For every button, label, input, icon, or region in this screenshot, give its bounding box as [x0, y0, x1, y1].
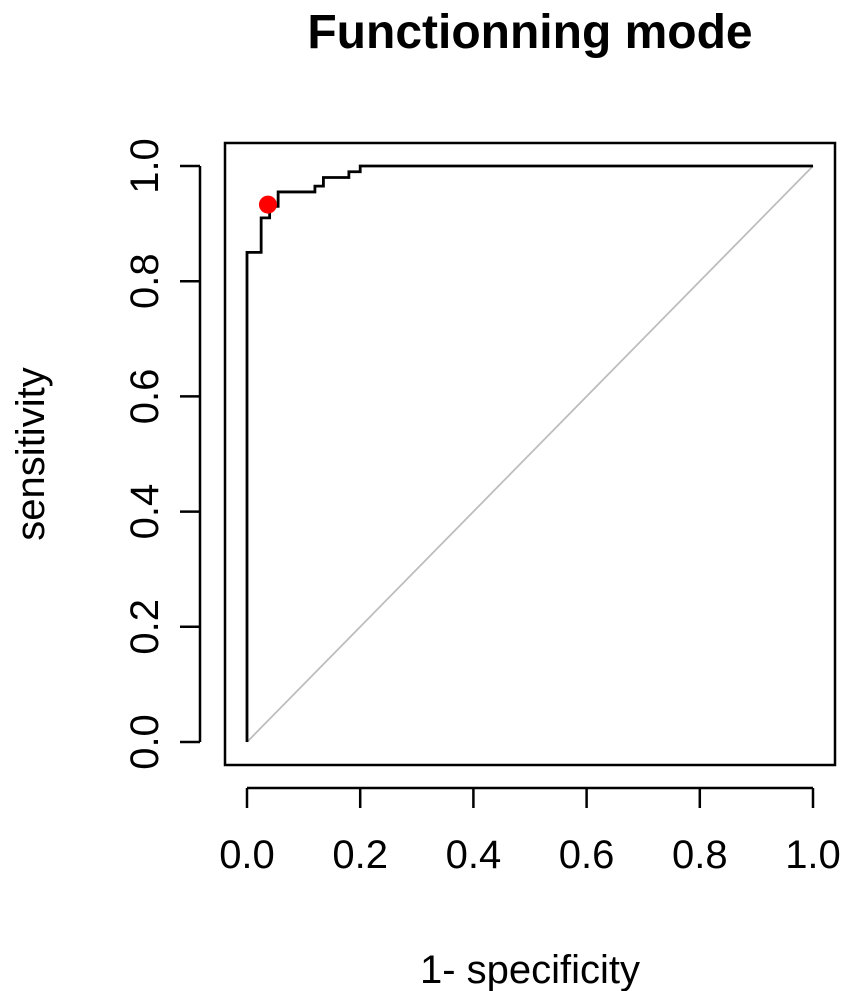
- y-tick-label: 0.6: [123, 369, 167, 425]
- x-axis: 0.0 0.2 0.4 0.6 0.8 1.0: [219, 786, 841, 877]
- x-tick-label: 0.4: [446, 833, 502, 877]
- series-layer: [245, 164, 814, 743]
- y-tick-label: 0.2: [123, 599, 167, 655]
- y-tick-label: 0.0: [123, 714, 167, 770]
- x-tick-label: 0.6: [559, 833, 615, 877]
- y-axis-label: sensitivity: [9, 367, 53, 540]
- x-tick-label: 0.2: [332, 833, 388, 877]
- y-tick-label: 1.0: [123, 138, 167, 194]
- plot-area-border: [223, 141, 837, 767]
- roc-curve: [245, 164, 813, 742]
- optimal-threshold-point: [258, 195, 277, 214]
- x-axis-label: 1- specificity: [420, 948, 640, 991]
- x-tick-label: 1.0: [785, 833, 841, 877]
- diagonal-reference-line: [246, 165, 814, 743]
- y-tick-label: 0.4: [123, 484, 167, 540]
- y-tick-label: 0.8: [123, 253, 167, 309]
- chart-title: Functionning mode: [307, 6, 752, 59]
- x-tick-label: 0.8: [672, 833, 728, 877]
- x-tick-label: 0.0: [219, 833, 275, 877]
- y-axis: 0.0 0.2 0.4 0.6 0.8 1.0: [123, 138, 202, 770]
